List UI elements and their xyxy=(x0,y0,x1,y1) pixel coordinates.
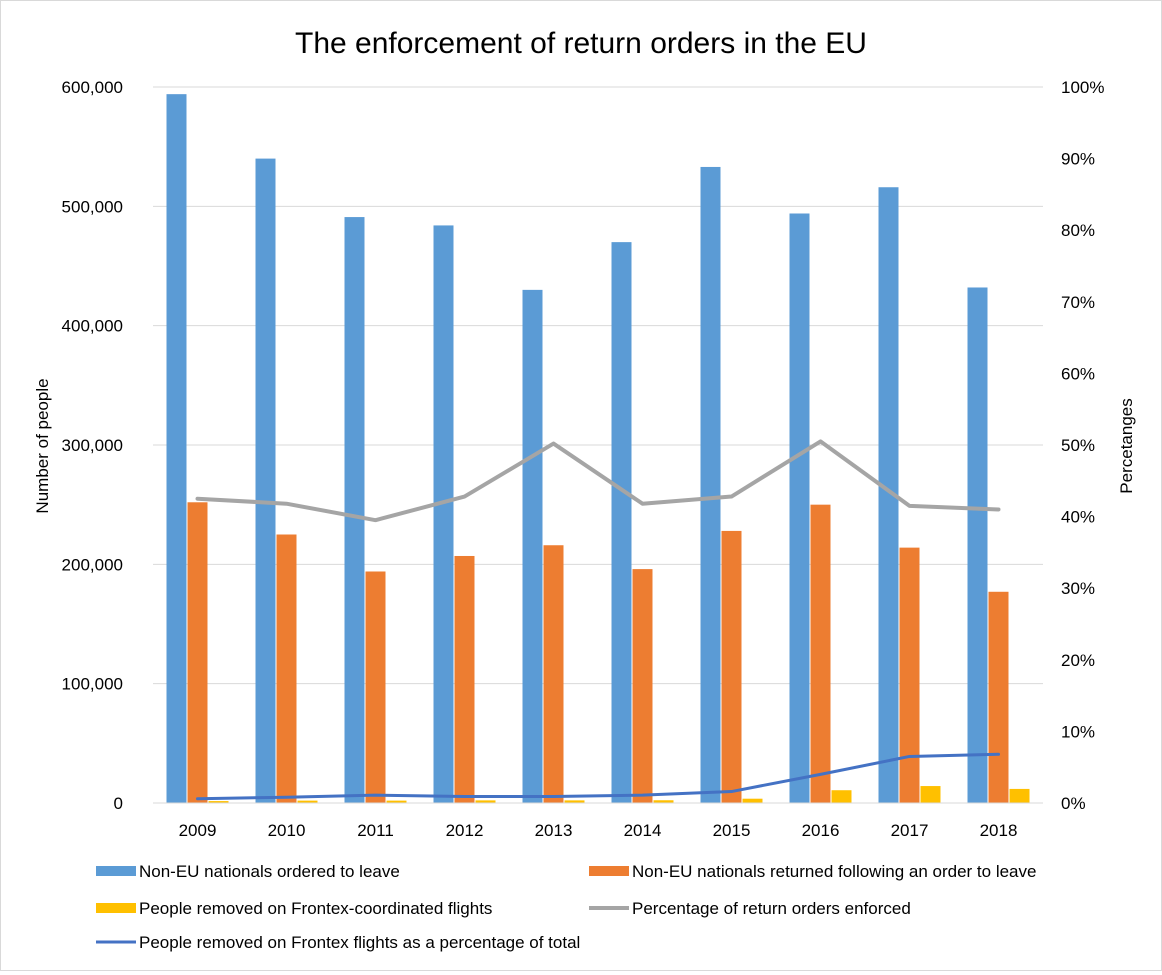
line-people-removed-on-frontex-flights-as-a-percentage-of-total xyxy=(196,752,1000,801)
legend-item: Percentage of return orders enforced xyxy=(589,899,911,918)
x-tick-label: 2010 xyxy=(268,821,306,840)
bar-non-eu-nationals-ordered-to-leave xyxy=(255,158,276,804)
y2-tick-label: 0% xyxy=(1061,794,1086,813)
y-tick-label: 100,000 xyxy=(62,675,123,694)
x-tick-label: 2015 xyxy=(713,821,751,840)
legend-label: Percentage of return orders enforced xyxy=(632,899,911,918)
legend-item: People removed on Frontex flights as a p… xyxy=(96,933,580,952)
x-tick-label: 2009 xyxy=(179,821,217,840)
bar-non-eu-nationals-returned-following-an-order-to-leave xyxy=(721,530,742,803)
bar-non-eu-nationals-returned-following-an-order-to-leave xyxy=(899,547,920,803)
legend-label: Non-EU nationals ordered to leave xyxy=(139,862,400,881)
x-tick-label: 2011 xyxy=(357,821,394,840)
y2-tick-label: 50% xyxy=(1061,436,1095,455)
bar-people-removed-on-frontex-coordinated-flights xyxy=(831,790,852,803)
bar-non-eu-nationals-returned-following-an-order-to-leave xyxy=(632,569,653,803)
legend-label: People removed on Frontex flights as a p… xyxy=(139,933,580,952)
bar-people-removed-on-frontex-coordinated-flights xyxy=(475,800,496,803)
bar-people-removed-on-frontex-coordinated-flights xyxy=(386,800,407,803)
legend-label: People removed on Frontex-coordinated fl… xyxy=(139,899,492,918)
y-tick-label: 200,000 xyxy=(62,555,123,574)
bar-non-eu-nationals-ordered-to-leave xyxy=(878,187,899,804)
x-tick-label: 2012 xyxy=(446,821,484,840)
bar-non-eu-nationals-returned-following-an-order-to-leave xyxy=(988,591,1009,803)
bar-people-removed-on-frontex-coordinated-flights xyxy=(564,800,585,803)
axes: 0 100,000 200,000 300,000 400,000 500,000 600,… xyxy=(62,78,1105,840)
chart-title: The enforcement of return orders in the … xyxy=(295,27,867,60)
bar-non-eu-nationals-ordered-to-leave xyxy=(344,217,365,803)
y2-tick-label: 40% xyxy=(1061,508,1095,527)
y2-tick-label: 80% xyxy=(1061,221,1095,240)
y-tick-label: 0 xyxy=(114,794,123,813)
bar-non-eu-nationals-ordered-to-leave xyxy=(967,287,988,804)
x-tick-label: 2014 xyxy=(624,821,662,840)
bar-people-removed-on-frontex-coordinated-flights xyxy=(1009,788,1030,803)
bar-non-eu-nationals-ordered-to-leave xyxy=(611,242,632,804)
bar-non-eu-nationals-ordered-to-leave xyxy=(166,94,187,803)
lines-layer xyxy=(195,439,1001,801)
x-tick-label: 2013 xyxy=(535,821,573,840)
bar-people-removed-on-frontex-coordinated-flights xyxy=(653,800,674,803)
legend-item: Non-EU nationals returned following an o… xyxy=(589,862,1036,881)
bar-people-removed-on-frontex-coordinated-flights xyxy=(297,800,318,803)
legend-label: Non-EU nationals returned following an o… xyxy=(632,862,1036,881)
y2-tick-label: 10% xyxy=(1061,722,1095,741)
legend-swatch xyxy=(96,903,136,913)
bar-people-removed-on-frontex-coordinated-flights xyxy=(208,801,229,803)
y2-axis-title: Percetanges xyxy=(1117,398,1136,493)
y2-tick-label: 20% xyxy=(1061,651,1095,670)
y-tick-label: 500,000 xyxy=(62,197,123,216)
bar-non-eu-nationals-ordered-to-leave xyxy=(522,289,543,803)
bar-people-removed-on-frontex-coordinated-flights xyxy=(742,798,763,803)
y2-tick-label: 70% xyxy=(1061,293,1095,312)
x-tick-label: 2016 xyxy=(802,821,840,840)
y2-tick-label: 90% xyxy=(1061,150,1095,169)
bar-non-eu-nationals-returned-following-an-order-to-leave xyxy=(276,534,297,803)
bars-layer xyxy=(166,94,1030,804)
y-tick-label: 400,000 xyxy=(62,317,123,336)
bar-non-eu-nationals-returned-following-an-order-to-leave xyxy=(365,571,386,803)
gridlines xyxy=(153,86,1043,804)
bar-non-eu-nationals-ordered-to-leave xyxy=(433,225,454,804)
bar-non-eu-nationals-ordered-to-leave xyxy=(700,166,721,803)
bar-non-eu-nationals-returned-following-an-order-to-leave xyxy=(543,545,564,803)
x-tick-label: 2018 xyxy=(980,821,1018,840)
legend: Non-EU nationals ordered to leave Non-EU … xyxy=(96,862,1036,952)
legend-item: People removed on Frontex-coordinated fl… xyxy=(96,899,492,918)
legend-swatch xyxy=(96,866,136,876)
y2-tick-label: 100% xyxy=(1061,78,1104,97)
y-tick-label: 600,000 xyxy=(62,78,123,97)
bar-people-removed-on-frontex-coordinated-flights xyxy=(920,786,941,803)
line-percentage-of-return-orders-enforced xyxy=(195,439,1001,523)
y2-tick-label: 30% xyxy=(1061,579,1095,598)
legend-swatch xyxy=(589,866,629,876)
bar-non-eu-nationals-ordered-to-leave xyxy=(789,213,810,803)
bar-non-eu-nationals-returned-following-an-order-to-leave xyxy=(810,504,831,803)
bar-non-eu-nationals-returned-following-an-order-to-leave xyxy=(187,502,208,803)
x-tick-label: 2017 xyxy=(891,821,929,840)
y2-tick-label: 60% xyxy=(1061,364,1095,383)
y-axis-title: Number of people xyxy=(33,378,52,513)
y-tick-label: 300,000 xyxy=(62,436,123,455)
legend-item: Non-EU nationals ordered to leave xyxy=(96,862,400,881)
bar-non-eu-nationals-returned-following-an-order-to-leave xyxy=(454,555,475,803)
